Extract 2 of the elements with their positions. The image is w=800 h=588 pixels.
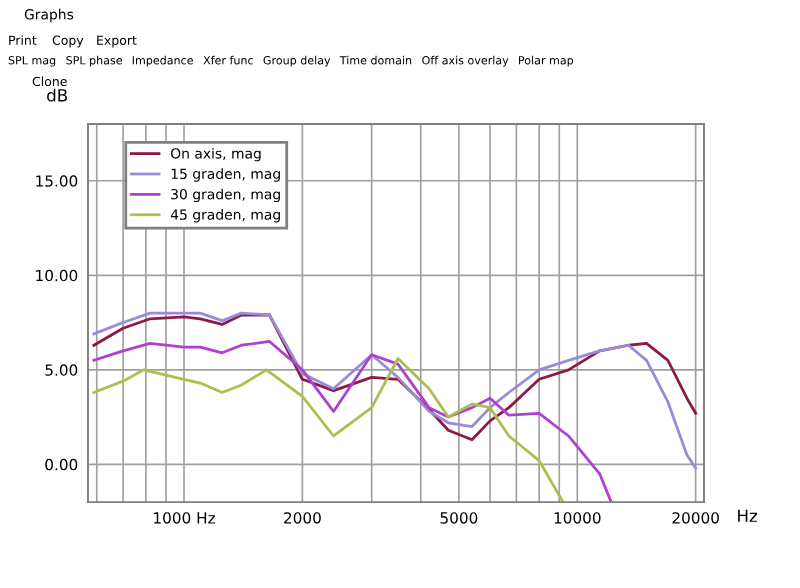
y-axis-title: dB — [47, 88, 68, 102]
x-axis-title: Hz — [738, 509, 758, 522]
